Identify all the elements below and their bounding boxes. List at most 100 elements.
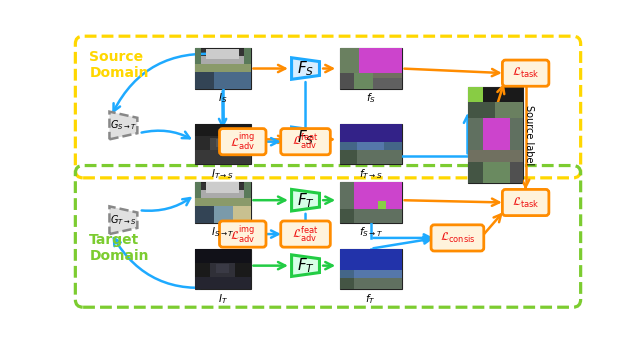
FancyBboxPatch shape xyxy=(431,225,484,251)
Bar xyxy=(340,142,402,150)
Bar xyxy=(340,183,353,209)
Text: $\mathcal{L}_{\rm consis}$: $\mathcal{L}_{\rm consis}$ xyxy=(440,231,475,245)
Bar xyxy=(340,278,402,289)
Text: $f_{T \rightarrow S}$: $f_{T \rightarrow S}$ xyxy=(359,167,382,181)
Bar xyxy=(195,72,214,88)
Text: Source label: Source label xyxy=(525,105,534,165)
Bar xyxy=(378,209,402,222)
Bar xyxy=(340,249,402,289)
FancyBboxPatch shape xyxy=(502,60,549,86)
Bar xyxy=(356,142,384,150)
Text: $F_S$: $F_S$ xyxy=(297,59,314,78)
Bar xyxy=(195,249,250,289)
Bar xyxy=(340,209,402,222)
Text: $\mathcal{L}^{\rm feat}_{\rm adv}$: $\mathcal{L}^{\rm feat}_{\rm adv}$ xyxy=(292,132,319,151)
Bar xyxy=(340,150,402,164)
Text: $f_S$: $f_S$ xyxy=(365,91,376,105)
Bar xyxy=(234,206,250,222)
Text: $I_{T \rightarrow S}$: $I_{T \rightarrow S}$ xyxy=(211,167,234,181)
Bar xyxy=(210,138,235,150)
Bar xyxy=(195,124,250,136)
Text: $F_S$: $F_S$ xyxy=(297,129,314,147)
Bar xyxy=(195,124,250,164)
Bar xyxy=(340,249,402,270)
Bar xyxy=(483,162,510,183)
Text: Source
Domain: Source Domain xyxy=(90,50,149,80)
Polygon shape xyxy=(109,206,138,234)
Text: $G_{T \rightarrow S}$: $G_{T \rightarrow S}$ xyxy=(110,213,136,227)
Bar xyxy=(244,183,250,198)
Bar xyxy=(216,139,229,147)
Text: $I_T$: $I_T$ xyxy=(218,292,228,306)
Text: $\mathcal{L}^{\rm img}_{\rm adv}$: $\mathcal{L}^{\rm img}_{\rm adv}$ xyxy=(230,223,255,245)
Polygon shape xyxy=(292,127,319,149)
Bar xyxy=(201,190,244,198)
Bar xyxy=(210,263,235,277)
FancyBboxPatch shape xyxy=(220,129,266,155)
Bar xyxy=(340,124,402,164)
Bar xyxy=(340,124,356,164)
Bar xyxy=(195,198,250,206)
Bar xyxy=(195,249,250,263)
Bar xyxy=(201,56,244,64)
Bar xyxy=(378,201,386,209)
Polygon shape xyxy=(292,255,319,276)
Bar xyxy=(386,49,402,73)
Bar xyxy=(467,102,495,118)
Text: $\mathcal{L}_{\rm task}$: $\mathcal{L}_{\rm task}$ xyxy=(512,66,540,80)
Bar xyxy=(340,270,402,278)
Text: $I_S$: $I_S$ xyxy=(218,91,227,105)
Bar xyxy=(467,87,524,183)
FancyBboxPatch shape xyxy=(502,189,549,216)
Text: $F_T$: $F_T$ xyxy=(296,256,314,275)
Bar xyxy=(467,162,524,183)
Bar xyxy=(495,102,524,118)
Text: $G_{S \rightarrow T}$: $G_{S \rightarrow T}$ xyxy=(110,119,137,132)
Bar xyxy=(340,49,402,73)
Bar xyxy=(467,118,524,150)
FancyBboxPatch shape xyxy=(281,221,330,247)
Text: $I_{S \rightarrow T}$: $I_{S \rightarrow T}$ xyxy=(211,226,234,239)
Text: Target
Domain: Target Domain xyxy=(90,233,149,264)
Bar xyxy=(340,183,402,209)
Bar xyxy=(356,150,380,164)
Bar xyxy=(340,183,402,222)
Bar xyxy=(467,150,524,162)
Bar xyxy=(195,183,250,222)
Bar xyxy=(206,49,239,59)
Bar xyxy=(510,118,524,150)
Polygon shape xyxy=(109,112,138,139)
Text: $f_{S \rightarrow T}$: $f_{S \rightarrow T}$ xyxy=(358,226,383,239)
FancyBboxPatch shape xyxy=(281,129,330,155)
Bar xyxy=(206,183,239,193)
Bar xyxy=(373,78,402,88)
Bar xyxy=(195,124,250,164)
Polygon shape xyxy=(292,189,319,211)
Polygon shape xyxy=(292,58,319,79)
Text: $\mathcal{L}^{\rm img}_{\rm adv}$: $\mathcal{L}^{\rm img}_{\rm adv}$ xyxy=(230,131,255,152)
Bar xyxy=(195,206,250,222)
Bar xyxy=(195,249,250,289)
Bar xyxy=(244,49,250,64)
Text: $\mathcal{L}_{\rm task}$: $\mathcal{L}_{\rm task}$ xyxy=(512,195,540,209)
Bar xyxy=(340,49,359,73)
Bar xyxy=(373,78,402,88)
Bar xyxy=(195,206,214,222)
Bar xyxy=(340,49,402,88)
Bar xyxy=(467,118,483,150)
Bar xyxy=(353,278,377,289)
Bar xyxy=(467,87,483,102)
Bar xyxy=(467,87,483,183)
Bar xyxy=(510,162,524,183)
Bar xyxy=(340,49,353,88)
Text: $\mathcal{L}^{\rm feat}_{\rm adv}$: $\mathcal{L}^{\rm feat}_{\rm adv}$ xyxy=(292,224,319,244)
Bar xyxy=(195,150,250,164)
Bar xyxy=(195,64,250,72)
Bar xyxy=(340,183,353,222)
Bar xyxy=(353,73,373,88)
Bar xyxy=(195,277,250,289)
Bar xyxy=(340,124,402,142)
Bar xyxy=(195,49,201,64)
FancyBboxPatch shape xyxy=(220,221,266,247)
Text: $f_T$: $f_T$ xyxy=(365,292,376,306)
